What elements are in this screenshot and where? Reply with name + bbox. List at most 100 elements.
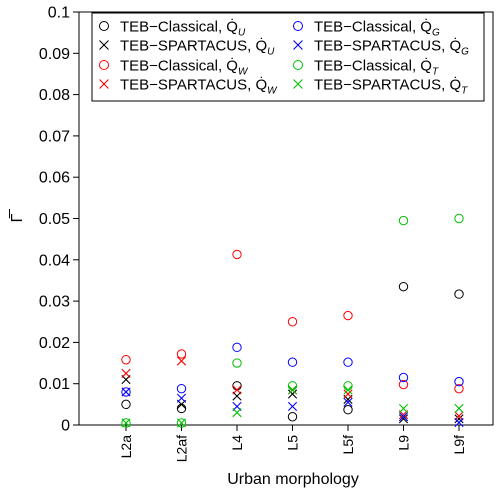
data-point-stroke bbox=[454, 411, 464, 421]
y-tick-label: 0.06 bbox=[39, 170, 70, 187]
data-point bbox=[398, 215, 409, 226]
legend-label: TEB−SPARTACUS, Q̇G bbox=[314, 37, 469, 57]
data-point bbox=[343, 405, 353, 415]
legend-marker bbox=[293, 21, 303, 31]
legend-marker bbox=[99, 21, 109, 31]
legend-label: TEB−SPARTACUS, Q̇U bbox=[120, 37, 275, 57]
data-point bbox=[454, 213, 464, 224]
data-point bbox=[176, 393, 187, 403]
data-point bbox=[454, 289, 464, 299]
legend-label-subscript: G bbox=[432, 28, 440, 39]
series-0 bbox=[121, 281, 464, 422]
data-point-stroke bbox=[121, 418, 131, 428]
legend-label: TEB−Classical, Q̇G bbox=[314, 18, 440, 38]
y-tick-label: 0.08 bbox=[39, 87, 70, 104]
legend-marker-stroke bbox=[99, 40, 109, 50]
series-4 bbox=[121, 342, 464, 397]
data-point bbox=[176, 349, 187, 359]
data-point bbox=[176, 418, 187, 428]
legend-marker-stroke bbox=[99, 79, 109, 89]
legend-label: TEB−Classical, Q̇T bbox=[314, 57, 439, 77]
data-point-stroke bbox=[176, 356, 187, 366]
legend-item: TEB−Classical, Q̇W bbox=[99, 57, 249, 78]
data-point bbox=[287, 389, 298, 399]
y-tick-label: 0.03 bbox=[39, 294, 70, 311]
data-point-stroke bbox=[287, 401, 298, 412]
data-point bbox=[398, 412, 409, 422]
data-point-stroke bbox=[398, 412, 409, 422]
legend-label-subscript: W bbox=[267, 86, 278, 97]
legend-box bbox=[91, 12, 485, 102]
data-point bbox=[121, 387, 131, 397]
data-point bbox=[121, 387, 131, 397]
x-tick-label: L5 bbox=[285, 435, 301, 451]
legend-label: TEB−SPARTACUS, Q̇W bbox=[120, 76, 278, 96]
series-7 bbox=[121, 385, 464, 428]
legend-label: TEB−SPARTACUS, Q̇T bbox=[314, 76, 468, 96]
legend-item: TEB−Classical, Q̇T bbox=[293, 57, 439, 78]
data-point bbox=[454, 383, 464, 394]
data-point bbox=[287, 357, 298, 367]
data-point bbox=[121, 368, 131, 378]
data-point-stroke bbox=[176, 418, 187, 428]
data-point bbox=[287, 385, 298, 395]
legend-label-subscript: T bbox=[461, 86, 468, 97]
y-tick-label: 0 bbox=[61, 418, 70, 435]
data-point bbox=[343, 357, 353, 367]
legend-marker bbox=[99, 40, 109, 50]
y-tick-label: 0.09 bbox=[39, 46, 70, 63]
data-point bbox=[398, 281, 409, 292]
y-tick-label: 0.05 bbox=[39, 211, 70, 228]
data-point bbox=[398, 414, 409, 424]
data-point bbox=[232, 249, 242, 260]
data-point bbox=[343, 385, 353, 395]
series-1 bbox=[121, 374, 464, 424]
data-point bbox=[287, 412, 298, 422]
data-point bbox=[287, 317, 298, 327]
data-point bbox=[176, 418, 187, 428]
data-point bbox=[121, 418, 131, 428]
data-point bbox=[343, 397, 353, 407]
legend-item: TEB−SPARTACUS, Q̇U bbox=[99, 37, 275, 58]
data-point bbox=[454, 417, 464, 428]
data-point-stroke bbox=[454, 414, 464, 424]
legend-label-subscript: U bbox=[238, 28, 246, 39]
legend-item: TEB−SPARTACUS, Q̇W bbox=[99, 76, 278, 97]
legend-marker bbox=[293, 40, 303, 50]
data-point bbox=[398, 403, 409, 414]
data-point bbox=[176, 356, 187, 366]
series-2 bbox=[121, 249, 464, 394]
data-point bbox=[176, 403, 187, 414]
data-point bbox=[287, 381, 298, 391]
data-point bbox=[343, 381, 353, 391]
data-point-stroke bbox=[343, 385, 353, 395]
data-point bbox=[232, 408, 242, 418]
data-point-stroke bbox=[232, 408, 242, 418]
x-tick-label: L2af bbox=[174, 435, 190, 462]
data-point-stroke bbox=[287, 389, 298, 399]
y-tick-label: 0.07 bbox=[39, 128, 70, 145]
data-point-stroke bbox=[343, 397, 353, 407]
series-6 bbox=[121, 213, 464, 428]
data-point-stroke bbox=[232, 385, 242, 395]
legend-label-subscript: U bbox=[267, 47, 275, 58]
x-tick-label: L9f bbox=[451, 435, 467, 455]
data-point bbox=[121, 355, 131, 365]
data-point bbox=[454, 414, 464, 424]
data-point bbox=[398, 372, 409, 383]
y-tick-label: 0.02 bbox=[39, 335, 70, 352]
data-point bbox=[232, 381, 242, 391]
data-point bbox=[121, 399, 131, 410]
data-point-stroke bbox=[121, 368, 131, 378]
legend-label-subscript: T bbox=[432, 67, 439, 78]
x-tick-label: L9 bbox=[396, 435, 412, 451]
legend-marker bbox=[99, 60, 109, 70]
data-point-stroke bbox=[454, 403, 464, 414]
legend-item: TEB−SPARTACUS, Q̇G bbox=[293, 37, 469, 58]
legend-marker bbox=[99, 79, 109, 89]
data-point bbox=[454, 411, 464, 421]
data-point bbox=[398, 379, 409, 390]
data-point-stroke bbox=[343, 389, 353, 399]
x-tick-label: L2a bbox=[118, 435, 134, 459]
data-point bbox=[287, 401, 298, 412]
